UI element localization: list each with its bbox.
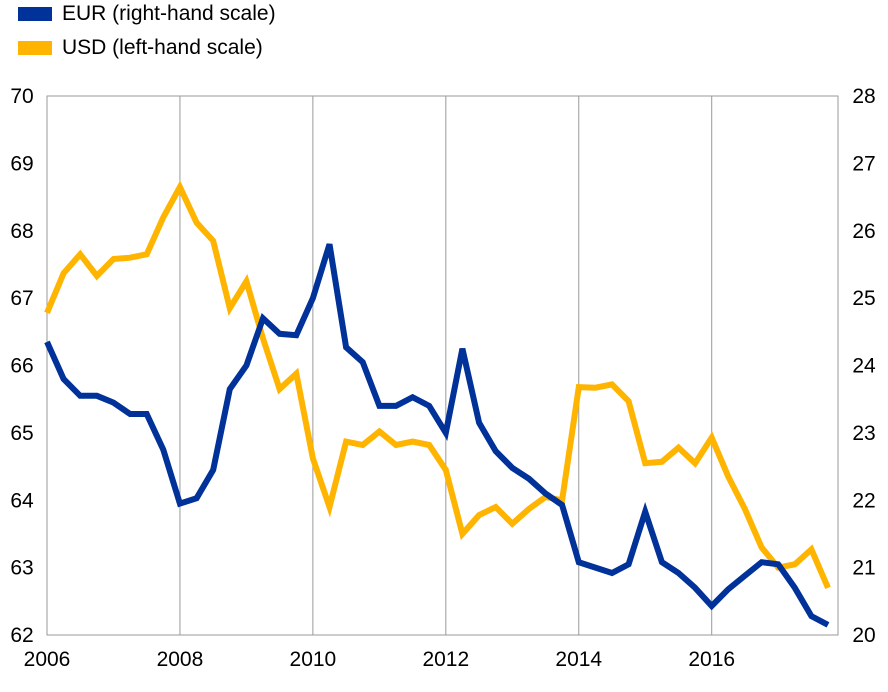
- left-axis-ticks: 62 63 64 65 66 67 68 69 70: [10, 85, 34, 647]
- legend: EUR (right-hand scale) USD (left-hand sc…: [18, 0, 276, 62]
- series-line-eur: [44, 243, 830, 628]
- left-tick-label: 66: [10, 355, 33, 378]
- x-tick-label: 2014: [555, 648, 602, 671]
- right-tick-label: 26: [852, 220, 875, 243]
- vertical-gridlines: [179, 96, 713, 635]
- left-tick-label: 68: [10, 220, 33, 243]
- plot-frame: [46, 95, 839, 636]
- left-tick-label: 70: [10, 85, 33, 108]
- legend-swatch-usd: [18, 41, 52, 55]
- right-tick-label: 20: [852, 624, 875, 647]
- left-tick-label: 69: [10, 152, 33, 175]
- right-tick-label: 21: [852, 557, 875, 580]
- series-lines: [44, 180, 831, 628]
- x-tick-label: 2012: [422, 648, 469, 671]
- right-tick-label: 27: [852, 152, 875, 175]
- right-tick-label: 24: [852, 355, 876, 378]
- left-tick-label: 65: [10, 422, 33, 445]
- x-axis-ticks: 2006 2008 2010 2012 2014 2016: [24, 648, 735, 671]
- x-tick-label: 2010: [290, 648, 337, 671]
- left-tick-label: 62: [10, 624, 33, 647]
- right-axis-ticks: 20 21 22 23 24 25 26 27 28: [852, 85, 876, 647]
- series-line-usd: [44, 180, 831, 589]
- left-tick-label: 67: [10, 287, 33, 310]
- left-tick-label: 63: [10, 557, 33, 580]
- x-tick-label: 2016: [688, 648, 735, 671]
- left-tick-label: 64: [10, 489, 34, 512]
- x-tick-label: 2006: [24, 648, 71, 671]
- legend-label-eur: EUR (right-hand scale): [62, 2, 276, 25]
- right-tick-label: 25: [852, 287, 875, 310]
- legend-label-usd: USD (left-hand scale): [62, 36, 263, 59]
- legend-item-usd: USD (left-hand scale): [18, 34, 276, 62]
- x-tick-label: 2008: [157, 648, 204, 671]
- right-tick-label: 28: [852, 85, 875, 108]
- right-tick-label: 23: [852, 422, 875, 445]
- legend-swatch-eur: [18, 7, 52, 21]
- right-tick-label: 22: [852, 489, 875, 512]
- legend-item-eur: EUR (right-hand scale): [18, 0, 276, 28]
